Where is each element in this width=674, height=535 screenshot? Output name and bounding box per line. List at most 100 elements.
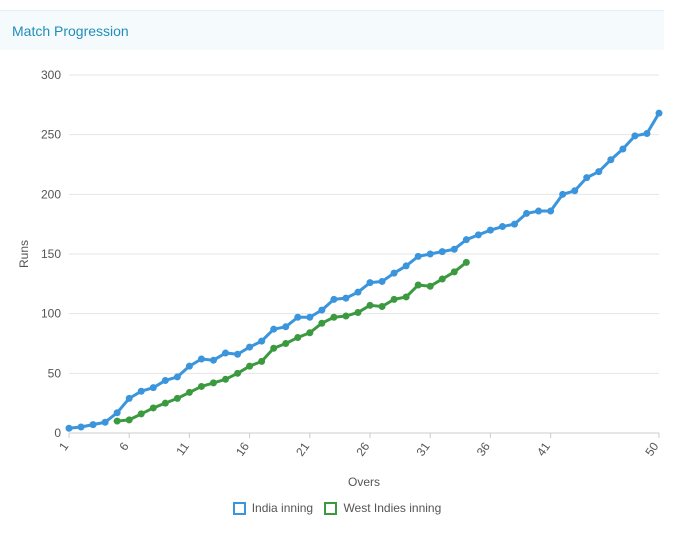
data-point-west-indies[interactable] <box>125 416 133 424</box>
legend-item-west-indies[interactable]: West Indies inning <box>324 501 441 515</box>
data-point-west-indies[interactable] <box>426 282 434 290</box>
data-point-india[interactable] <box>450 245 458 253</box>
data-point-west-indies[interactable] <box>330 313 338 321</box>
data-point-west-indies[interactable] <box>306 329 314 337</box>
data-point-west-indies[interactable] <box>414 281 422 289</box>
data-point-west-indies[interactable] <box>234 369 242 377</box>
data-point-west-indies[interactable] <box>149 404 157 412</box>
x-tick-label: 1 <box>56 439 71 453</box>
data-point-india[interactable] <box>330 295 338 303</box>
data-point-west-indies[interactable] <box>185 388 193 396</box>
data-point-india[interactable] <box>366 279 374 287</box>
data-point-india[interactable] <box>113 409 121 417</box>
data-point-india[interactable] <box>511 220 519 228</box>
data-point-west-indies[interactable] <box>270 344 278 352</box>
data-point-india[interactable] <box>571 187 579 195</box>
data-point-india[interactable] <box>149 384 157 392</box>
data-point-india[interactable] <box>390 269 398 277</box>
data-point-west-indies[interactable] <box>354 308 362 316</box>
data-point-india[interactable] <box>125 394 133 402</box>
data-point-india[interactable] <box>342 294 350 302</box>
x-tick-label: 36 <box>474 439 493 458</box>
legend-label-west-indies: West Indies inning <box>343 501 442 515</box>
data-point-west-indies[interactable] <box>161 399 169 407</box>
data-point-west-indies[interactable] <box>113 417 121 425</box>
series-lines <box>65 109 663 432</box>
data-point-india[interactable] <box>246 343 254 351</box>
y-axis-title: Runs <box>17 240 31 268</box>
data-point-india[interactable] <box>258 337 266 345</box>
data-point-india[interactable] <box>306 313 314 321</box>
data-point-west-indies[interactable] <box>173 394 181 402</box>
data-point-india[interactable] <box>197 355 205 363</box>
series-line-west-indies <box>117 261 468 423</box>
y-tick-label: 250 <box>41 128 61 142</box>
data-point-west-indies[interactable] <box>282 340 290 347</box>
grid-lines <box>69 74 659 434</box>
data-point-india[interactable] <box>77 423 85 431</box>
data-point-west-indies[interactable] <box>462 258 470 266</box>
data-point-india[interactable] <box>619 145 627 153</box>
data-point-india[interactable] <box>414 252 422 260</box>
data-point-west-indies[interactable] <box>222 375 230 383</box>
data-point-west-indies[interactable] <box>209 379 217 387</box>
panel-title: Match Progression <box>12 23 129 39</box>
data-point-west-indies[interactable] <box>366 301 374 309</box>
x-tick-label: 6 <box>116 439 131 453</box>
data-point-india[interactable] <box>402 262 410 270</box>
data-point-west-indies[interactable] <box>450 268 458 276</box>
data-point-india[interactable] <box>354 288 362 296</box>
data-point-india[interactable] <box>486 226 494 234</box>
x-tick-label: 31 <box>414 439 433 458</box>
x-tick-label: 50 <box>642 439 661 458</box>
data-point-west-indies[interactable] <box>342 312 350 320</box>
data-point-india[interactable] <box>607 156 615 164</box>
data-point-india[interactable] <box>318 306 326 314</box>
data-point-west-indies[interactable] <box>318 319 326 327</box>
chart-legend: India inning West Indies inning <box>0 501 674 518</box>
legend-label-india: India inning <box>251 501 314 515</box>
data-point-india[interactable] <box>559 190 567 198</box>
data-point-india[interactable] <box>234 350 242 358</box>
data-point-west-indies[interactable] <box>246 362 254 370</box>
x-axis-title: Overs <box>348 475 380 489</box>
data-point-india[interactable] <box>89 421 97 429</box>
data-point-west-indies[interactable] <box>402 293 410 301</box>
data-point-india[interactable] <box>101 418 109 426</box>
data-point-india[interactable] <box>474 231 482 239</box>
legend-item-india[interactable]: India inning <box>232 501 314 515</box>
data-point-india[interactable] <box>643 129 651 137</box>
data-point-india[interactable] <box>173 373 181 381</box>
data-point-india[interactable] <box>547 207 555 215</box>
data-point-india[interactable] <box>161 376 169 384</box>
panel-header: Match Progression <box>0 10 664 50</box>
data-point-west-indies[interactable] <box>137 410 145 418</box>
data-point-india[interactable] <box>426 250 434 258</box>
data-point-india[interactable] <box>137 387 145 395</box>
data-point-india[interactable] <box>65 424 73 432</box>
data-point-india[interactable] <box>595 168 603 176</box>
data-point-india[interactable] <box>655 109 663 117</box>
data-point-india[interactable] <box>438 248 446 256</box>
data-point-india[interactable] <box>378 277 386 285</box>
data-point-india[interactable] <box>535 207 543 215</box>
data-point-west-indies[interactable] <box>294 334 302 342</box>
data-point-india[interactable] <box>282 323 290 331</box>
data-point-india[interactable] <box>209 356 217 364</box>
data-point-west-indies[interactable] <box>197 382 205 390</box>
data-point-west-indies[interactable] <box>438 275 446 283</box>
data-point-india[interactable] <box>583 174 591 182</box>
data-point-west-indies[interactable] <box>390 295 398 303</box>
data-point-west-indies[interactable] <box>258 357 266 365</box>
data-point-india[interactable] <box>222 349 230 357</box>
data-point-india[interactable] <box>294 313 302 321</box>
y-tick-label: 150 <box>41 247 61 261</box>
data-point-india[interactable] <box>631 132 639 140</box>
data-point-india[interactable] <box>462 236 470 244</box>
data-point-india[interactable] <box>185 362 193 370</box>
data-point-india[interactable] <box>523 209 531 217</box>
data-point-india[interactable] <box>270 325 278 333</box>
data-point-india[interactable] <box>498 223 506 231</box>
data-point-west-indies[interactable] <box>378 303 386 311</box>
